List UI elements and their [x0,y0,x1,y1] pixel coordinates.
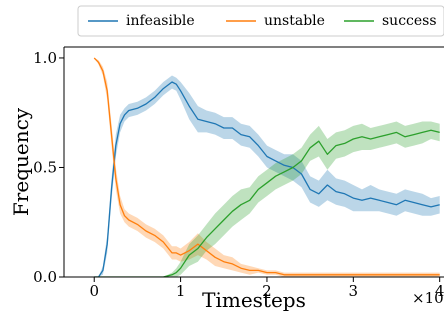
x-tick-label: 2 [262,282,272,300]
y-tick-label: 1.0 [33,49,57,67]
band-unstable [94,58,440,277]
legend-label-success: success [382,13,437,29]
series-line-unstable [93,57,440,276]
axes-frame [63,46,444,278]
legend-label-unstable: unstable [264,13,325,29]
legend-label-infeasible: infeasible [126,13,195,29]
x-tick-label: 1 [176,282,186,300]
plot-area [93,57,440,277]
y-tick-label: 0.0 [33,268,57,286]
legend: infeasible unstable success [77,5,444,37]
series-line-infeasible [94,81,440,277]
x-scale-label: ×10⁶ [412,289,444,307]
y-tick-label: 0.5 [33,158,57,176]
y-axis-title: Frequency [9,107,33,216]
legend-frame [77,5,444,37]
x-tick-label: 4 [435,282,444,300]
x-tick-label: 3 [349,282,359,300]
x-tick-label: 0 [89,282,99,300]
series-line-success [94,129,440,277]
x-axis-title: Timesteps [202,288,306,312]
